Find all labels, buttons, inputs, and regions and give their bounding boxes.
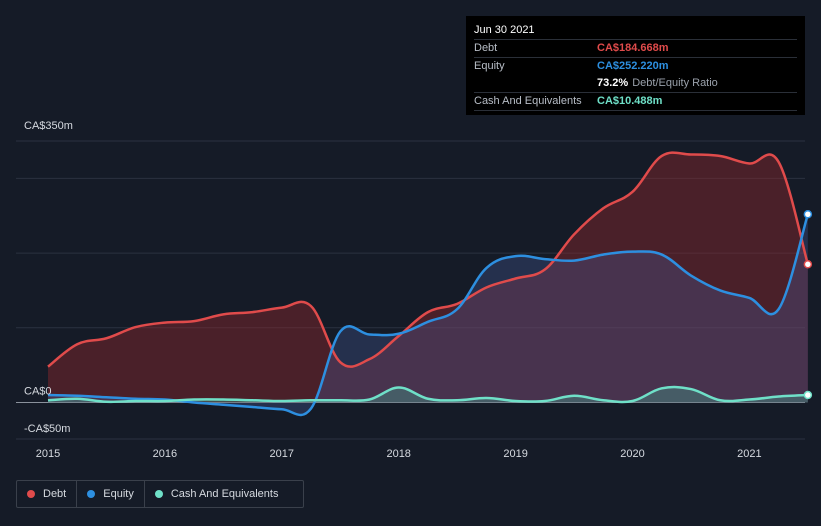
tooltip-ratio-label: Debt/Equity Ratio [632, 77, 718, 89]
equity-end-marker[interactable] [803, 210, 813, 219]
debt-area [48, 152, 808, 403]
legend-cash-label: Cash And Equivalents [170, 488, 279, 500]
tooltip-row-ratio: 73.2% Debt/Equity Ratio [474, 75, 797, 93]
legend-item-cash[interactable]: Cash And Equivalents [143, 481, 289, 507]
debt-end-marker[interactable] [803, 260, 813, 269]
tooltip-equity-value: CA$252.220m [597, 60, 669, 72]
series-lines [47, 151, 810, 417]
cash-end-marker[interactable] [803, 390, 813, 400]
x-tick-label-2019: 2019 [503, 448, 527, 460]
tooltip-date: Jun 30 2021 [474, 22, 797, 40]
y-axis-labels: CA$350m CA$0 -CA$50m [24, 120, 73, 435]
tooltip-row-equity: Equity CA$252.220m [474, 58, 797, 75]
y-tick-label-0: CA$350m [24, 120, 73, 132]
tooltip-equity-label: Equity [474, 60, 505, 72]
y-tick-label-1: CA$0 [24, 386, 52, 398]
grid-lines [16, 140, 805, 440]
tooltip-debt-label: Debt [474, 42, 498, 54]
legend-equity-label: Equity [103, 488, 134, 500]
x-tick-label-2017: 2017 [270, 448, 294, 460]
chart-legend: Debt Equity Cash And Equivalents [16, 480, 304, 508]
tooltip-debt-value: CA$184.668m [597, 42, 669, 54]
legend-equity-dot-icon [87, 490, 96, 498]
legend-item-equity[interactable]: Equity [76, 481, 144, 507]
tooltip-cash-value: CA$10.488m [597, 95, 663, 107]
equity-area [48, 214, 808, 415]
x-tick-label-2020: 2020 [620, 448, 644, 460]
tooltip-row-debt: Debt CA$184.668m [474, 40, 797, 58]
tooltip-ratio-value: 73.2% [597, 77, 629, 89]
legend-debt-label: Debt [43, 488, 67, 500]
end-markers [803, 210, 813, 400]
tooltip-row-cash: Cash And Equivalents CA$10.488m [474, 93, 797, 111]
series-areas [48, 152, 808, 415]
legend-cash-dot-icon [154, 490, 163, 498]
tooltip-cash-label: Cash And Equivalents [474, 95, 582, 107]
legend-debt-dot-icon [27, 490, 35, 498]
cash-line [47, 385, 808, 404]
data-tooltip: Jun 30 2021 Debt CA$184.668m Equity CA$2… [466, 16, 805, 115]
x-tick-label-2016: 2016 [153, 448, 177, 460]
legend-item-debt[interactable]: Debt [17, 481, 76, 507]
x-tick-label-2015: 2015 [36, 448, 60, 460]
x-axis-labels: 2015 2016 2017 2018 2019 2020 2021 [36, 448, 762, 460]
y-tick-label-2: -CA$50m [24, 423, 70, 435]
x-tick-label-2021: 2021 [737, 448, 761, 460]
debt-line [47, 151, 810, 368]
x-tick-label-2018: 2018 [386, 448, 410, 460]
